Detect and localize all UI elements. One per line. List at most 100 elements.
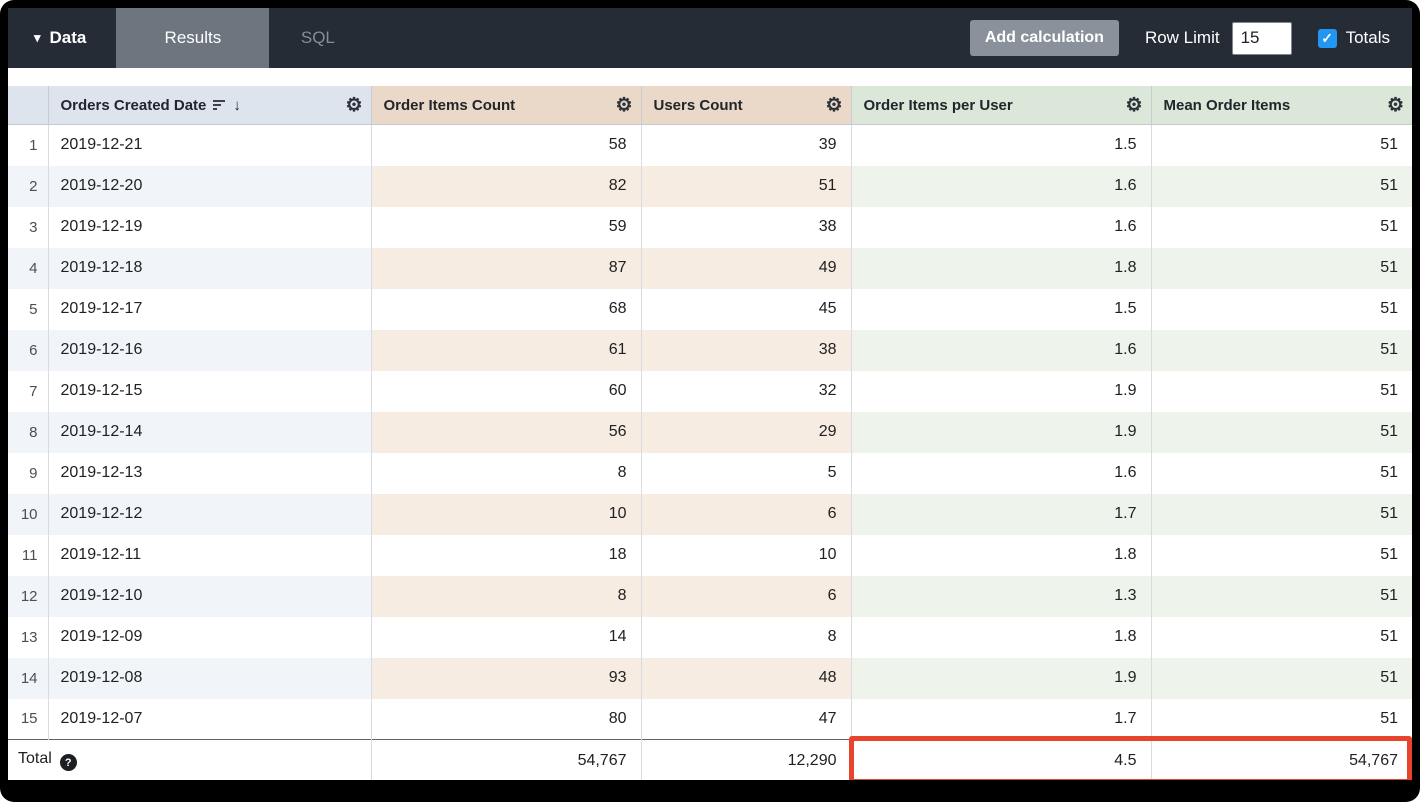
order-items-count-cell[interactable]: 58 xyxy=(371,124,642,166)
mean-order-items-cell[interactable]: 51 xyxy=(1380,464,1398,481)
users-count-cell[interactable]: 38 xyxy=(641,329,852,371)
order-items-per-user-cell[interactable]: 1.8 xyxy=(851,616,1152,658)
order-items-count-cell[interactable]: 68 xyxy=(371,288,642,330)
column-header-order-items-count[interactable]: Order Items Count ⚙ xyxy=(371,86,642,125)
date-cell[interactable]: 2019-12-17 xyxy=(48,288,372,330)
column-label: Order Items Count xyxy=(383,96,516,114)
order-items-count-cell[interactable]: 8 xyxy=(371,575,642,617)
order-items-count-cell[interactable]: 60 xyxy=(371,370,642,412)
users-count-cell[interactable]: 8 xyxy=(641,616,852,658)
order-items-count-cell[interactable]: 82 xyxy=(371,165,642,207)
order-items-count-cell[interactable]: 59 xyxy=(371,206,642,248)
users-count-cell[interactable]: 5 xyxy=(641,452,852,494)
column-header-orders-created-date[interactable]: Orders Created Date ↓ ⚙ xyxy=(48,86,372,125)
mean-order-items-cell[interactable]: 51 xyxy=(1151,411,1412,453)
mean-order-items-cell[interactable]: 51 xyxy=(1380,300,1398,317)
mean-order-items-cell[interactable]: 51 xyxy=(1151,329,1412,371)
table-body: 1 2019-12-21 58 39 1.5 51 2 2019-12-20 82 51 1.6 51… xyxy=(8,124,1412,740)
order-items-count-cell[interactable]: 87 xyxy=(371,247,642,289)
mean-order-items-cell[interactable]: 51 xyxy=(1151,657,1412,699)
mean-order-items-cell[interactable]: 51 xyxy=(1380,709,1398,727)
mean-order-items-cell[interactable]: 51 xyxy=(1380,136,1398,154)
order-items-per-user-cell[interactable]: 1.6 xyxy=(851,329,1152,371)
order-items-count-cell[interactable]: 14 xyxy=(371,616,642,658)
date-cell[interactable]: 2019-12-09 xyxy=(48,616,372,658)
mean-order-items-cell[interactable]: 51 xyxy=(1380,628,1398,645)
mean-order-items-cell[interactable]: 51 xyxy=(1380,382,1398,399)
order-items-per-user-cell[interactable]: 1.7 xyxy=(851,493,1152,535)
order-items-per-user-cell[interactable]: 1.5 xyxy=(851,124,1152,166)
row-number: 15 xyxy=(8,698,49,740)
date-cell[interactable]: 2019-12-16 xyxy=(48,329,372,371)
order-items-count-cell[interactable]: 93 xyxy=(371,657,642,699)
order-items-count-cell[interactable]: 61 xyxy=(371,329,642,371)
users-count-cell[interactable]: 47 xyxy=(641,698,852,740)
order-items-per-user-cell[interactable]: 1.6 xyxy=(851,452,1152,494)
gear-icon[interactable]: ⚙ xyxy=(615,94,633,116)
order-items-per-user-cell[interactable]: 1.9 xyxy=(851,411,1152,453)
date-cell[interactable]: 2019-12-21 xyxy=(48,124,372,166)
users-count-cell[interactable]: 51 xyxy=(641,165,852,207)
users-count-cell[interactable]: 39 xyxy=(641,124,852,166)
order-items-count-cell[interactable]: 10 xyxy=(371,493,642,535)
tab-data[interactable]: ▾ Data xyxy=(8,8,116,68)
column-header-users-count[interactable]: Users Count ⚙ xyxy=(641,86,852,125)
order-items-count-cell[interactable]: 56 xyxy=(371,411,642,453)
row-limit-input[interactable] xyxy=(1231,21,1292,55)
tab-sql[interactable]: SQL xyxy=(269,8,366,68)
mean-order-items-cell[interactable]: 51 xyxy=(1380,218,1398,235)
order-items-per-user-cell[interactable]: 1.9 xyxy=(851,370,1152,412)
mean-order-items-cell[interactable]: 51 xyxy=(1151,575,1412,617)
users-count-cell[interactable]: 48 xyxy=(641,657,852,699)
order-items-per-user-cell[interactable]: 1.8 xyxy=(851,247,1152,289)
gear-icon[interactable]: ⚙ xyxy=(825,94,843,116)
order-items-count-cell[interactable]: 80 xyxy=(371,698,642,740)
date-cell[interactable]: 2019-12-20 xyxy=(48,165,372,207)
order-items-per-user-cell[interactable]: 1.3 xyxy=(851,575,1152,617)
users-count-cell[interactable]: 6 xyxy=(641,575,852,617)
date-cell[interactable]: 2019-12-07 xyxy=(48,698,372,740)
row-number: 11 xyxy=(8,534,49,576)
order-items-per-user-cell[interactable]: 1.6 xyxy=(851,206,1152,248)
date-cell[interactable]: 2019-12-11 xyxy=(48,534,372,576)
mean-order-items-cell[interactable]: 51 xyxy=(1151,493,1412,535)
order-items-per-user-cell[interactable]: 1.5 xyxy=(851,288,1152,330)
total-order-items-per-user: 4.5 xyxy=(851,739,1152,780)
gear-icon[interactable]: ⚙ xyxy=(1125,94,1143,116)
date-cell[interactable]: 2019-12-08 xyxy=(48,657,372,699)
date-cell[interactable]: 2019-12-19 xyxy=(48,206,372,248)
date-cell[interactable]: 2019-12-14 xyxy=(48,411,372,453)
mean-order-items-cell[interactable]: 51 xyxy=(1151,165,1412,207)
gear-icon[interactable]: ⚙ xyxy=(1386,94,1404,116)
tab-results[interactable]: Results xyxy=(116,8,270,68)
column-header-mean-order-items[interactable]: Mean Order Items ⚙ xyxy=(1151,86,1412,125)
mean-order-items-cell[interactable]: 51 xyxy=(1380,546,1398,563)
users-count-cell[interactable]: 10 xyxy=(641,534,852,576)
date-cell[interactable]: 2019-12-10 xyxy=(48,575,372,617)
help-icon[interactable]: ? xyxy=(59,754,77,772)
date-cell[interactable]: 2019-12-13 xyxy=(48,452,372,494)
users-count-cell[interactable]: 6 xyxy=(641,493,852,535)
users-count-cell[interactable]: 32 xyxy=(641,370,852,412)
column-header-order-items-per-user[interactable]: Order Items per User ⚙ xyxy=(851,86,1152,125)
users-count-cell[interactable]: 29 xyxy=(641,411,852,453)
mean-order-items-cell[interactable]: 51 xyxy=(1151,247,1412,289)
users-count-cell[interactable]: 49 xyxy=(641,247,852,289)
date-cell[interactable]: 2019-12-15 xyxy=(48,370,372,412)
row-number: 13 xyxy=(8,616,49,658)
order-items-count-cell[interactable]: 18 xyxy=(371,534,642,576)
order-items-per-user-cell[interactable]: 1.6 xyxy=(851,165,1152,207)
users-count-cell[interactable]: 38 xyxy=(641,206,852,248)
add-calculation-button[interactable]: Add calculation xyxy=(969,20,1119,56)
order-items-per-user-cell[interactable]: 1.8 xyxy=(851,534,1152,576)
totals-checkbox[interactable]: ✓ xyxy=(1317,28,1337,48)
order-items-count-cell[interactable]: 8 xyxy=(371,452,642,494)
order-items-per-user-cell[interactable]: 1.7 xyxy=(851,698,1152,740)
order-items-per-user-cell[interactable]: 1.9 xyxy=(851,657,1152,699)
date-cell[interactable]: 2019-12-18 xyxy=(48,247,372,289)
gear-icon[interactable]: ⚙ xyxy=(345,94,363,116)
date-cell[interactable]: 2019-12-12 xyxy=(48,493,372,535)
users-count-cell[interactable]: 45 xyxy=(641,288,852,330)
results-table: Orders Created Date ↓ ⚙ Or xyxy=(8,86,1412,780)
table-row: 5 2019-12-17 68 45 1.5 51 xyxy=(8,288,1412,330)
